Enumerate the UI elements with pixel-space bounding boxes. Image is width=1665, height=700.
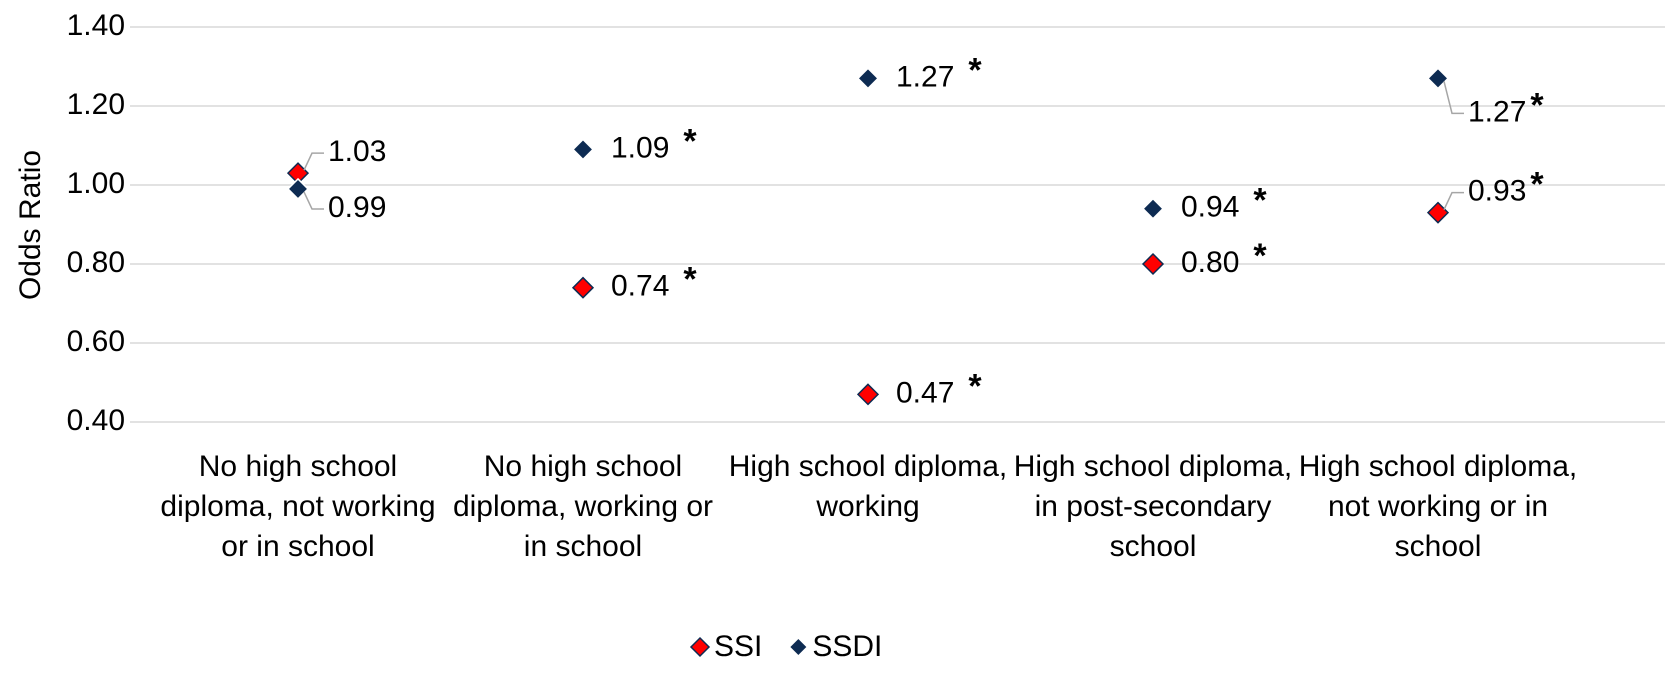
data-label: 1.09 — [611, 131, 669, 164]
data-label: 0.94 — [1181, 191, 1239, 224]
marker — [1426, 201, 1450, 224]
leader-line — [1443, 81, 1464, 115]
legend-marker — [788, 636, 809, 658]
data-label: 1.27 — [1468, 95, 1526, 128]
x-tick-label: No high school diploma, working or in sc… — [452, 450, 714, 563]
significance-marker: * — [683, 261, 697, 299]
y-tick-label: 1.40 — [67, 9, 125, 42]
significance-marker: * — [1253, 182, 1267, 220]
leader-line — [1443, 191, 1464, 210]
leader-line — [303, 191, 324, 210]
x-tick-label: High school diploma, working — [728, 450, 1008, 523]
significance-marker: * — [1530, 86, 1544, 124]
significance-marker: * — [683, 122, 697, 160]
data-label: 0.80 — [1181, 246, 1239, 279]
y-axis-title: Odds Ratio — [14, 150, 47, 300]
x-tick-label: No high school diploma, not working or i… — [160, 450, 436, 563]
marker — [856, 383, 880, 406]
data-label: 0.47 — [896, 376, 954, 409]
legend-label: SSI — [714, 630, 762, 663]
legend-label: SSDI — [812, 630, 882, 663]
leader-line — [303, 152, 324, 171]
significance-marker: * — [1530, 166, 1544, 204]
marker — [1141, 197, 1165, 220]
data-label: 0.74 — [611, 270, 669, 303]
y-tick-label: 1.20 — [67, 88, 125, 121]
marker — [286, 177, 310, 201]
significance-marker: * — [1253, 237, 1267, 275]
marker — [1426, 67, 1450, 90]
marker — [856, 67, 880, 90]
y-tick-label: 1.00 — [67, 167, 125, 200]
x-tick-label: High school diploma, not working or in s… — [1298, 450, 1578, 563]
data-label: 0.99 — [328, 191, 386, 224]
y-tick-label: 0.80 — [67, 246, 125, 279]
marker — [571, 138, 595, 161]
y-tick-label: 0.60 — [67, 325, 125, 358]
significance-marker: * — [968, 367, 982, 405]
marker — [571, 276, 595, 299]
data-label: 0.93 — [1468, 175, 1526, 208]
marker — [1141, 252, 1165, 276]
x-tick-label: High school diploma, in post-secondary s… — [1013, 450, 1293, 563]
significance-marker: * — [968, 51, 982, 89]
y-tick-label: 0.40 — [67, 404, 125, 437]
legend-marker — [689, 636, 711, 658]
data-label: 1.27 — [896, 60, 954, 93]
data-label: 1.03 — [328, 135, 386, 168]
